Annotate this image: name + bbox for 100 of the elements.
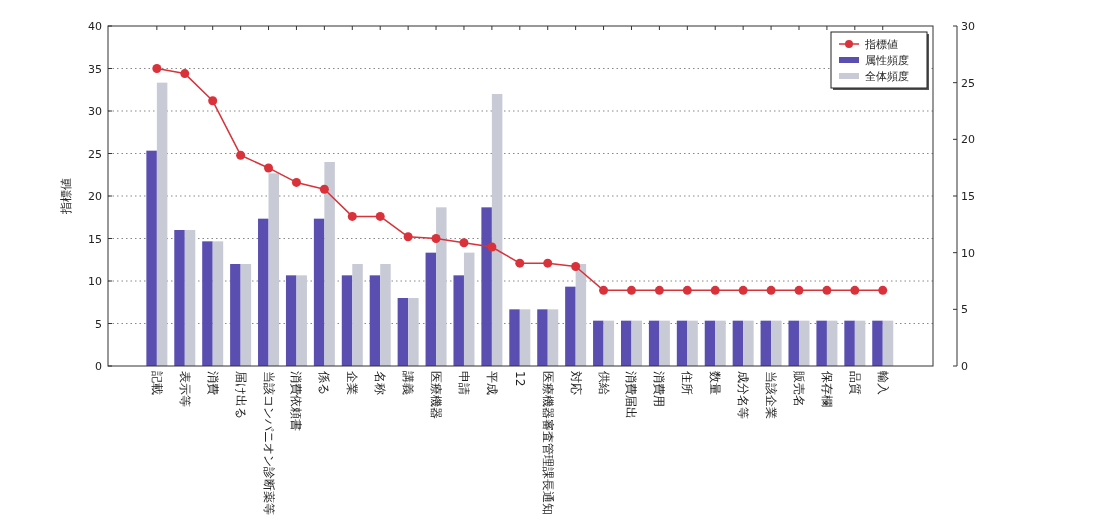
bar bbox=[212, 241, 224, 366]
y2-tick-label: 20 bbox=[961, 133, 975, 147]
bar bbox=[547, 309, 559, 366]
bar bbox=[715, 320, 726, 366]
x-tick-label: 当該コンパニオン診断薬等 bbox=[261, 371, 276, 515]
point bbox=[599, 285, 609, 295]
y-tick-label: 5 bbox=[95, 317, 102, 331]
x-tick-label: 住所 bbox=[680, 370, 695, 395]
point bbox=[375, 211, 385, 221]
x-tick-label: 医療機器 bbox=[429, 371, 444, 419]
bar bbox=[631, 320, 642, 366]
bar bbox=[380, 264, 391, 366]
bar bbox=[146, 150, 157, 366]
bar bbox=[659, 320, 670, 366]
bar bbox=[324, 162, 335, 366]
point bbox=[208, 96, 218, 106]
bar bbox=[603, 320, 615, 366]
bar bbox=[341, 275, 353, 366]
x-tick-label: 12 bbox=[512, 371, 527, 387]
bar bbox=[593, 320, 604, 366]
x-tick-label: 輸入 bbox=[875, 371, 890, 395]
bar bbox=[854, 320, 866, 366]
x-tick-label: 消費 bbox=[205, 371, 220, 395]
bar bbox=[491, 94, 503, 366]
x-tick-label: 成分名等 bbox=[736, 371, 751, 419]
point bbox=[710, 285, 720, 295]
y-axis-title: 指標値 bbox=[59, 178, 73, 215]
bar bbox=[788, 320, 799, 366]
bar bbox=[743, 320, 754, 366]
bar bbox=[537, 309, 548, 366]
bar bbox=[369, 275, 381, 366]
bar bbox=[230, 264, 241, 366]
x-tick-label: 届け出る bbox=[233, 371, 248, 419]
bar bbox=[704, 320, 716, 366]
x-tick-label: 消費届出 bbox=[624, 371, 639, 419]
point bbox=[543, 258, 553, 268]
y2-tick-label: 5 bbox=[961, 303, 968, 317]
point bbox=[459, 238, 469, 248]
point bbox=[626, 285, 636, 295]
bar bbox=[732, 320, 744, 366]
point bbox=[152, 64, 162, 73]
bar bbox=[174, 230, 185, 366]
bar bbox=[648, 320, 660, 366]
bar bbox=[202, 241, 213, 366]
point bbox=[291, 177, 301, 187]
bar bbox=[676, 320, 688, 366]
point bbox=[487, 242, 497, 252]
point bbox=[571, 262, 581, 272]
bar bbox=[425, 252, 437, 366]
x-tick-label: 供給 bbox=[596, 371, 611, 395]
point bbox=[236, 150, 246, 160]
legend-label: 全体頻度 bbox=[865, 70, 909, 82]
bar bbox=[687, 320, 698, 366]
y2-tick-label: 0 bbox=[961, 360, 968, 373]
x-tick-label: 講義 bbox=[401, 371, 416, 395]
legend-label: 属性頻度 bbox=[865, 54, 909, 66]
point bbox=[766, 285, 776, 295]
bar bbox=[826, 320, 838, 366]
x-tick-label: 消費依頼書 bbox=[289, 371, 304, 431]
bar bbox=[816, 320, 827, 366]
point bbox=[264, 163, 274, 173]
bar bbox=[184, 230, 196, 366]
x-tick-label: 名称 bbox=[373, 371, 388, 395]
bar bbox=[575, 264, 587, 366]
y2-tick-label: 25 bbox=[961, 76, 975, 90]
x-tick-label: 医療機器審査管理課長通知 bbox=[540, 371, 555, 515]
x-tick-label: 対応 bbox=[568, 371, 583, 395]
bar bbox=[760, 320, 772, 366]
bar bbox=[882, 320, 894, 366]
bar bbox=[519, 309, 531, 366]
x-tick-label: 消費用 bbox=[652, 371, 667, 407]
bar bbox=[313, 218, 325, 366]
point bbox=[738, 285, 748, 295]
y-tick-label: 10 bbox=[88, 275, 102, 288]
bar bbox=[408, 298, 419, 366]
y-tick-label: 0 bbox=[95, 360, 102, 373]
x-tick-label: 品質 bbox=[847, 371, 862, 395]
x-tick-label: 当該企業 bbox=[764, 371, 779, 419]
bar bbox=[258, 218, 269, 366]
point bbox=[794, 285, 804, 295]
point bbox=[180, 69, 190, 79]
y2-tick-label: 15 bbox=[961, 190, 975, 203]
point bbox=[682, 285, 692, 295]
y-tick-label: 20 bbox=[88, 190, 102, 203]
point bbox=[347, 211, 357, 221]
x-tick-label: 申請 bbox=[456, 371, 471, 395]
x-tick-label: 平成 bbox=[484, 371, 499, 395]
y2-tick-label: 10 bbox=[961, 246, 975, 260]
bar bbox=[481, 207, 492, 366]
bar bbox=[352, 264, 363, 366]
bar bbox=[872, 320, 883, 366]
bar bbox=[268, 173, 280, 366]
bar bbox=[620, 320, 632, 366]
bar bbox=[771, 320, 782, 366]
bar bbox=[798, 320, 810, 366]
y-tick-label: 35 bbox=[88, 62, 102, 76]
point bbox=[431, 234, 441, 243]
point bbox=[850, 285, 860, 295]
x-tick-label: 企業 bbox=[345, 371, 360, 395]
bar bbox=[463, 252, 475, 366]
